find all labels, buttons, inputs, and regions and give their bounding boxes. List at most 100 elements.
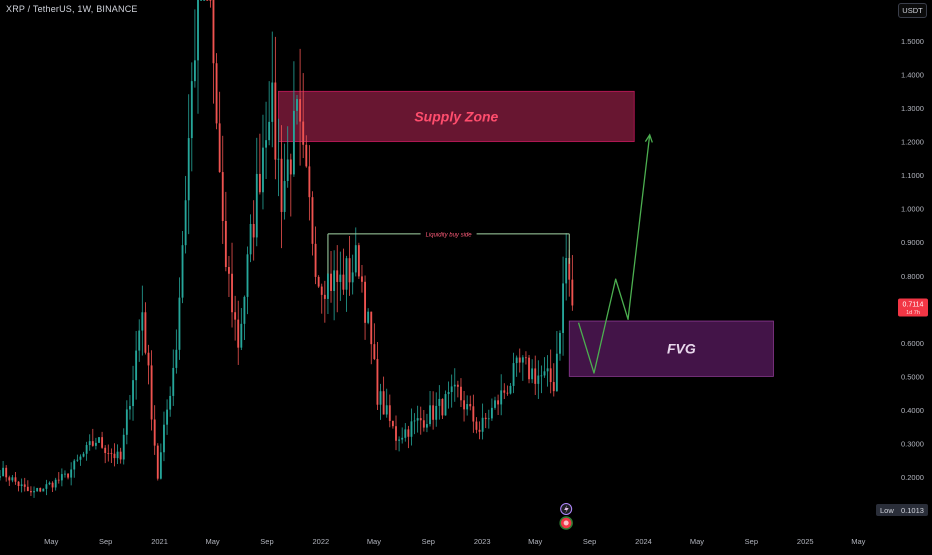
x-tick-label: May xyxy=(528,537,542,546)
candle xyxy=(299,48,302,166)
candle-body xyxy=(39,488,42,492)
candle xyxy=(314,226,317,285)
candle-body xyxy=(2,467,5,477)
candle-body xyxy=(562,283,564,333)
candle xyxy=(228,255,230,297)
candle-body xyxy=(116,451,119,459)
candle xyxy=(419,406,422,435)
candle xyxy=(336,245,339,313)
candle xyxy=(531,359,534,384)
currency-button[interactable]: USDT xyxy=(898,3,927,18)
candle-body xyxy=(521,357,524,363)
candle xyxy=(150,350,153,431)
candle xyxy=(534,355,537,395)
candle-body xyxy=(385,405,388,415)
y-tick-label: 1.3000 xyxy=(901,104,924,113)
candle-body xyxy=(289,159,292,175)
candle xyxy=(172,349,175,406)
candle xyxy=(555,330,558,392)
candle-body xyxy=(101,437,104,448)
candle xyxy=(141,285,144,356)
y-tick-label: 0.6000 xyxy=(901,339,924,348)
candle xyxy=(367,308,370,325)
candle xyxy=(339,251,342,301)
candle-body xyxy=(286,159,289,182)
candle xyxy=(302,73,305,159)
candle xyxy=(283,143,286,220)
candle xyxy=(23,477,26,492)
candle xyxy=(181,230,184,304)
candle xyxy=(453,368,456,402)
symbol-title[interactable]: XRP / TetherUS, 1W, BINANCE xyxy=(6,4,138,14)
y-tick-label: 1.0000 xyxy=(901,205,924,214)
candle-body xyxy=(401,437,404,440)
y-tick-label: 0.5000 xyxy=(901,372,924,381)
candle-body xyxy=(88,441,91,446)
candle xyxy=(132,365,134,421)
x-tick-label: May xyxy=(205,537,219,546)
candle-body xyxy=(531,368,534,380)
candle xyxy=(116,444,119,465)
candle-body xyxy=(481,417,484,432)
candle-body xyxy=(320,286,323,295)
candle-body xyxy=(252,223,255,238)
candle-body xyxy=(441,398,444,416)
candle xyxy=(509,383,512,395)
candle xyxy=(447,381,450,409)
candle-body xyxy=(422,420,425,428)
candle xyxy=(546,355,549,387)
candle-body xyxy=(559,332,561,354)
candle-body xyxy=(345,258,348,290)
earnings-icon-dot xyxy=(563,520,569,526)
candle xyxy=(193,9,196,88)
candle-body xyxy=(370,311,373,345)
candle xyxy=(54,477,57,491)
x-tick-label: Sep xyxy=(99,537,112,546)
candle xyxy=(540,365,543,394)
candle xyxy=(518,348,521,373)
candle-body xyxy=(450,386,453,393)
candle xyxy=(104,445,107,464)
candle-body xyxy=(218,123,221,173)
y-tick-label: 0.2000 xyxy=(901,473,924,482)
candle-body xyxy=(453,384,456,387)
candle-body xyxy=(472,406,475,422)
candle xyxy=(478,421,481,440)
candle-body xyxy=(540,375,543,377)
candle-body xyxy=(228,267,230,274)
candle-body xyxy=(330,273,332,291)
candle xyxy=(552,363,555,397)
candle-body xyxy=(172,367,175,396)
x-tick-label: 2025 xyxy=(797,537,814,546)
candle-body xyxy=(336,270,339,282)
candle-body xyxy=(407,429,410,437)
candle-body xyxy=(466,404,469,410)
x-tick-label: May xyxy=(690,537,704,546)
low-badge xyxy=(876,504,928,516)
candle xyxy=(101,431,104,449)
candle xyxy=(187,94,190,235)
candle-body xyxy=(426,424,428,428)
candle xyxy=(135,330,138,400)
candle xyxy=(60,468,63,487)
candle xyxy=(94,437,97,450)
candle-body xyxy=(277,158,280,160)
candle-body xyxy=(206,0,209,1)
y-tick-label: 0.4000 xyxy=(901,406,924,415)
candle xyxy=(525,351,527,365)
candle xyxy=(391,420,394,429)
candle-body xyxy=(410,421,413,437)
candle xyxy=(91,428,94,447)
candle-body xyxy=(404,429,407,438)
candle xyxy=(521,355,524,381)
candle-body xyxy=(107,453,110,454)
candle xyxy=(438,385,441,420)
candle xyxy=(333,250,336,321)
candle-body xyxy=(555,353,558,392)
candle xyxy=(107,444,110,462)
candles-layer xyxy=(0,0,574,498)
candle-body xyxy=(537,375,540,384)
candle-body xyxy=(57,479,60,481)
